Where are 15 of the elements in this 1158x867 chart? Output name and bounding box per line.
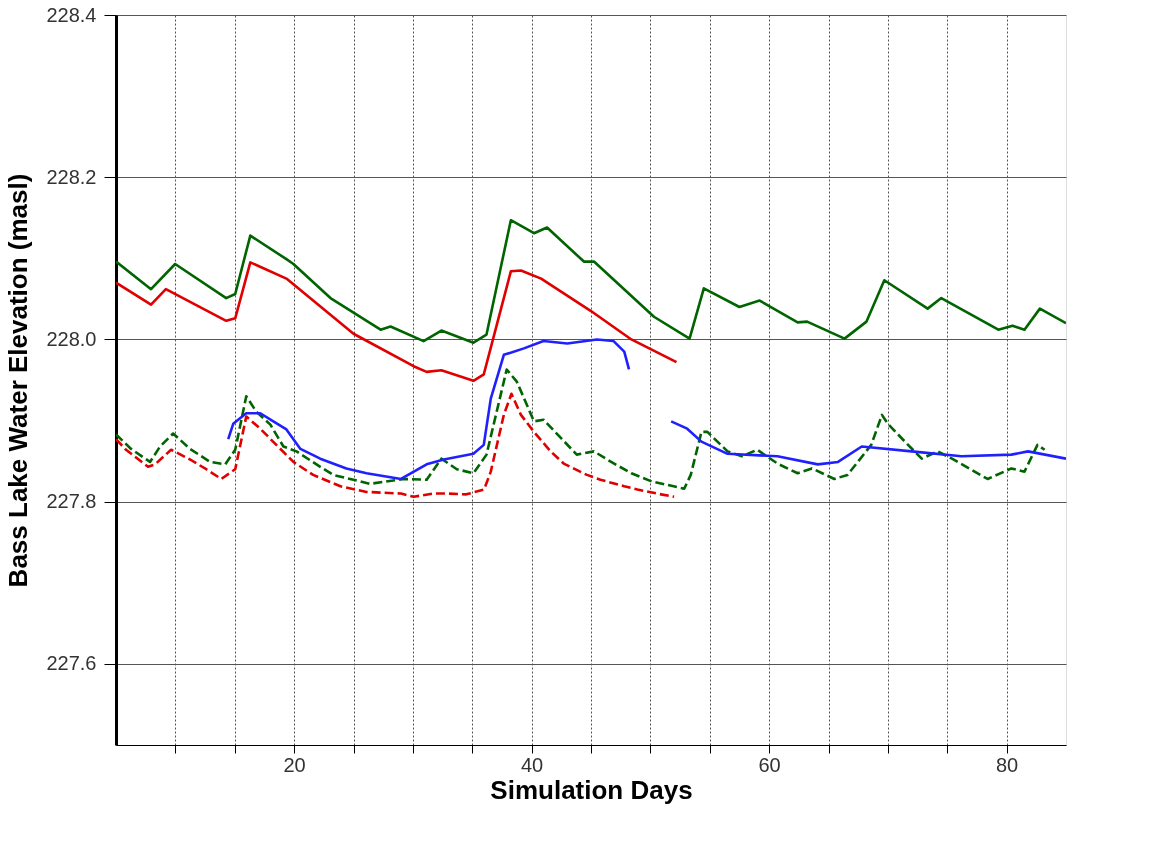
x-tick-label: 20: [283, 753, 306, 776]
x-tick-label: 80: [996, 753, 1019, 776]
y-tick-label: 228.4: [46, 3, 97, 26]
line-series: [116, 261, 678, 383]
y-axis-title: Bass Lake Water Elevation (masl): [3, 173, 34, 588]
x-tick-label: 60: [758, 753, 781, 776]
line-series: [116, 392, 676, 499]
y-tick-label: 228.0: [46, 327, 97, 350]
y-tick-label: 227.6: [46, 652, 97, 675]
y-tick-label: 228.2: [46, 165, 97, 188]
y-tick-label: 227.8: [46, 490, 97, 513]
x-tick-label: 40: [521, 753, 544, 776]
line-series: [116, 368, 1046, 490]
line-series: [116, 218, 1066, 344]
x-axis-title: Simulation Days: [490, 774, 693, 805]
